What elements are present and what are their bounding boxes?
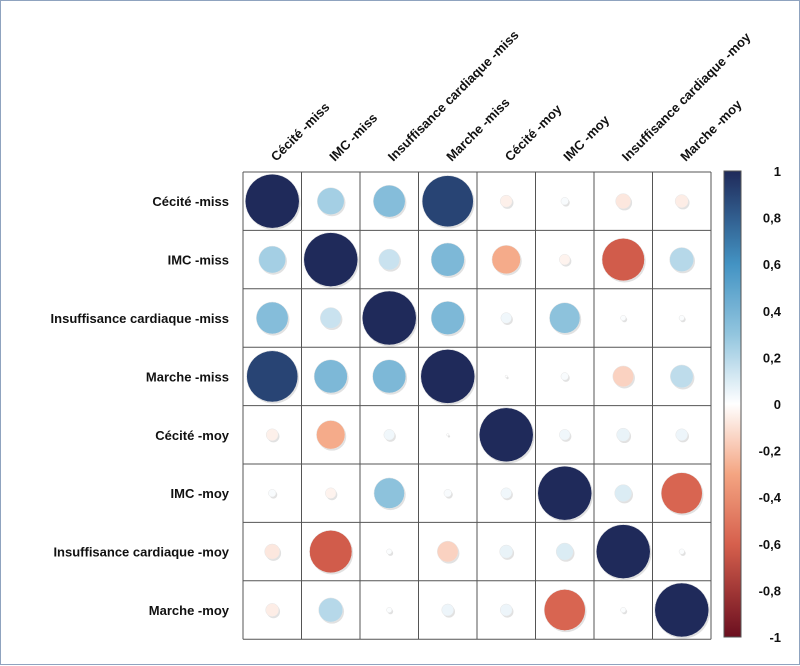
- correlation-circle: [559, 429, 571, 441]
- row-label: Marche -moy: [149, 603, 230, 618]
- correlation-circle: [430, 242, 465, 277]
- correlation-circle: [660, 472, 703, 515]
- correlation-circle: [446, 433, 450, 437]
- correlation-circle: [500, 312, 512, 324]
- row-label: Cécité -miss: [152, 194, 229, 209]
- colorbar-tick-label: -0,6: [759, 537, 781, 552]
- correlation-circle: [386, 607, 393, 613]
- correlation-circle: [325, 487, 337, 499]
- correlation-circle: [654, 582, 709, 638]
- correlation-circle: [256, 301, 289, 335]
- correlation-circle: [537, 465, 592, 521]
- column-label: Cécité -moy: [502, 101, 565, 164]
- row-label: IMC -miss: [168, 253, 229, 268]
- correlation-circle: [678, 548, 685, 555]
- column-label: Cécité -miss: [268, 99, 333, 164]
- correlation-circle: [499, 544, 514, 559]
- correlation-circle: [373, 477, 405, 509]
- correlation-circle: [421, 175, 474, 228]
- correlation-circle: [317, 187, 345, 215]
- correlation-circle: [437, 540, 459, 563]
- correlation-circle: [500, 487, 512, 499]
- correlation-circle: [670, 364, 694, 389]
- correlation-circle: [612, 365, 634, 388]
- correlation-circle: [265, 428, 279, 442]
- correlation-circle: [362, 290, 417, 346]
- correlation-circle: [479, 407, 534, 463]
- colorbar-gradient: [723, 170, 742, 638]
- correlation-circle: [504, 374, 508, 378]
- colorbar-tick-label: -1: [769, 630, 781, 645]
- correlation-circle: [499, 603, 513, 617]
- colorbar: 1 0,8 0,6 0,4 0,2 0 -0,2 -0,4 -0,6 -0,8 -1: [723, 164, 782, 645]
- correlation-circle: [386, 548, 393, 555]
- column-label: Marche -moy: [677, 96, 745, 164]
- correlation-circle: [491, 245, 521, 275]
- colorbar-tick-label: 0: [774, 397, 781, 412]
- row-label: Marche -miss: [146, 369, 229, 384]
- correlation-circle: [615, 193, 632, 210]
- correlation-circle: [430, 301, 465, 335]
- colorbar-tick-label: 0,2: [763, 350, 781, 365]
- correlation-circle: [549, 302, 581, 334]
- correlation-circle: [555, 542, 574, 561]
- correlation-circle: [616, 427, 631, 442]
- correlation-circle: [264, 543, 281, 560]
- row-label: Cécité -moy: [155, 428, 229, 443]
- row-label: IMC -moy: [171, 486, 230, 501]
- correlation-circle: [318, 597, 344, 623]
- colorbar-tick-label: 0,6: [763, 257, 781, 272]
- correlation-circle: [320, 307, 342, 329]
- correlation-circle: [674, 194, 689, 209]
- correlation-circle: [441, 603, 455, 617]
- row-label: Insuffisance cardiaque -moy: [53, 545, 229, 560]
- correlation-circle: [560, 197, 569, 206]
- circles: [245, 173, 710, 639]
- correlation-circle: [601, 238, 645, 282]
- correlation-circle: [675, 428, 689, 442]
- correlation-circle: [543, 589, 586, 631]
- correlation-circle: [614, 484, 633, 502]
- correlation-circle: [246, 350, 299, 403]
- colorbar-tick-label: -0,8: [759, 583, 781, 598]
- correlation-circle: [559, 253, 571, 266]
- correlation-circle: [443, 489, 452, 498]
- grid: [242, 171, 712, 640]
- correlation-circle: [620, 607, 627, 613]
- colorbar-tick-label: 1: [774, 164, 781, 179]
- column-label: IMC -miss: [326, 110, 380, 164]
- correlation-circle: [372, 359, 407, 394]
- correlation-circle: [560, 372, 569, 381]
- correlation-circle: [678, 315, 685, 321]
- correlation-circle: [596, 524, 651, 579]
- correlation-circle: [303, 232, 358, 287]
- row-labels: Cécité -miss IMC -miss Insuffisance cardia…: [51, 194, 230, 618]
- column-label: IMC -moy: [560, 112, 613, 165]
- correlation-circle: [268, 489, 277, 498]
- correlation-circle: [420, 349, 475, 404]
- correlation-circle: [669, 247, 695, 272]
- row-label: Insuffisance cardiaque -miss: [51, 311, 229, 326]
- colorbar-tick-label: 0,4: [763, 304, 782, 319]
- correlation-circle: [258, 245, 286, 274]
- correlation-circle: [313, 359, 348, 394]
- colorbar-tick-label: -0,2: [759, 444, 781, 459]
- correlation-circle: [265, 603, 280, 617]
- correlation-circle: [620, 315, 627, 321]
- correlation-circle: [373, 184, 406, 218]
- correlation-circle: [383, 429, 395, 441]
- colorbar-tick-label: 0,8: [763, 211, 781, 226]
- colorbar-tick-label: -0,4: [759, 490, 782, 505]
- correlation-circle: [316, 420, 346, 450]
- correlation-circle: [245, 173, 300, 229]
- correlation-circle: [499, 194, 513, 208]
- correlation-circle: [309, 530, 353, 574]
- correlation-circle: [378, 248, 400, 271]
